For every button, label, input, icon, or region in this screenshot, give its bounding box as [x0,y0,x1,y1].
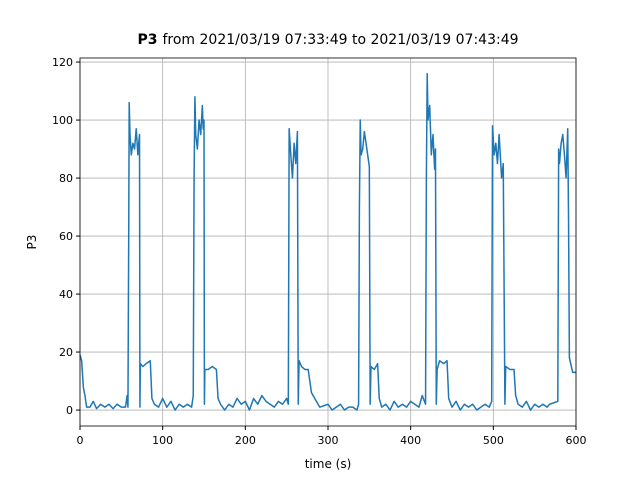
x-tick-label: 200 [235,434,256,447]
y-tick-label: 0 [66,404,73,417]
y-tick-label: 40 [59,288,73,301]
x-tick-label: 100 [152,434,173,447]
y-axis-label: P3 [25,235,39,250]
x-tick-label: 300 [318,434,339,447]
x-tick-label: 0 [77,434,84,447]
x-axis-label: time (s) [305,457,352,471]
plot-frame [79,57,577,427]
y-tick-label: 80 [59,172,73,185]
y-tick-label: 60 [59,230,73,243]
chart-title: P3 from 2021/03/19 07:33:49 to 2021/03/19… [137,32,518,48]
data-line [79,72,576,411]
x-tick-label: 400 [400,434,421,447]
title-bold: P3 [137,32,157,48]
x-tick-label: 600 [566,434,587,447]
title-rest: from 2021/03/19 07:33:49 to 2021/03/19 0… [162,32,518,48]
x-tick-label: 500 [483,434,504,447]
y-tick-label: 100 [52,114,73,127]
y-tick-label: 120 [52,56,73,69]
y-tick-label: 20 [59,346,73,359]
